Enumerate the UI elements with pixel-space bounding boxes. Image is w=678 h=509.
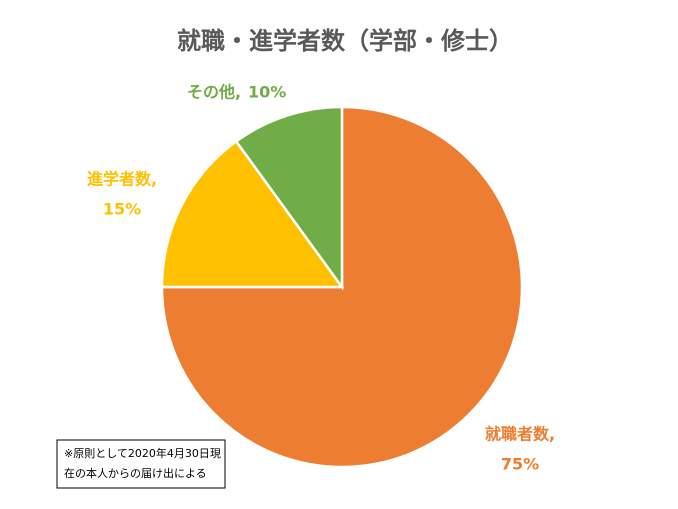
data-label-name: その他, bbox=[187, 83, 241, 102]
data-label-value: 75% bbox=[501, 455, 539, 474]
data-label-value: 10% bbox=[248, 83, 286, 102]
chart-title: 就職・進学者数（学部・修士） bbox=[177, 27, 513, 55]
data-label-value: 15% bbox=[103, 200, 141, 219]
note-box bbox=[56, 439, 226, 489]
pie-slice bbox=[234, 105, 344, 291]
pie-slice bbox=[160, 139, 345, 289]
data-label-name: 就職者数, bbox=[485, 425, 555, 444]
note-line: ※原則として2020年4月30日現 bbox=[64, 446, 221, 460]
pie-slice bbox=[160, 105, 524, 469]
data-label-name: 進学者数, bbox=[87, 170, 157, 189]
note-line: 在の本人からの届け出による bbox=[64, 466, 207, 480]
